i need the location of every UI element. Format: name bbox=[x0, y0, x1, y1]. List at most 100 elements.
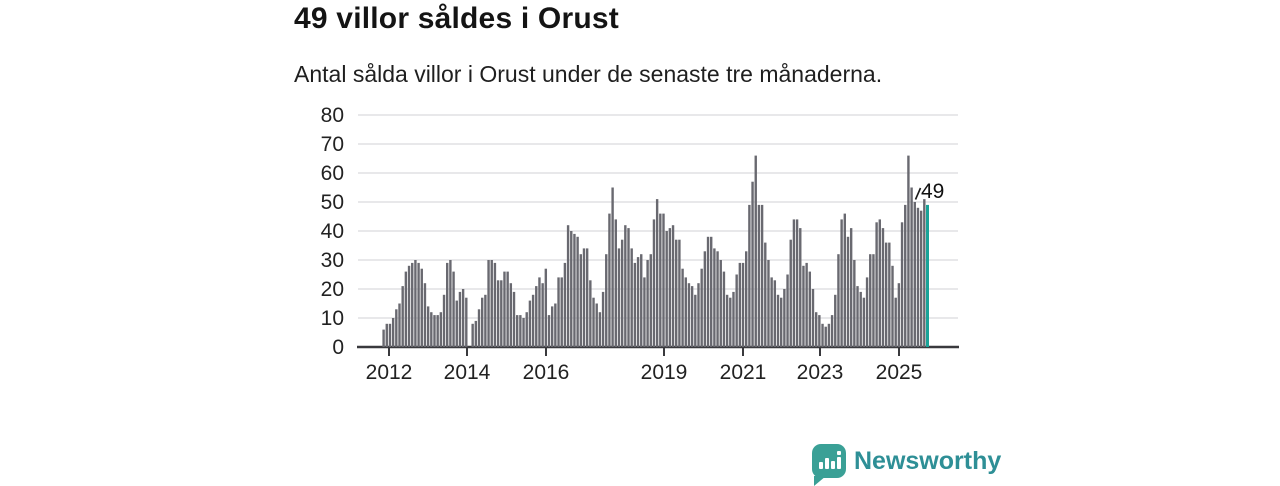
bar bbox=[859, 291, 862, 347]
bar bbox=[687, 283, 691, 347]
bar bbox=[407, 265, 411, 347]
bar bbox=[643, 277, 646, 347]
bar bbox=[865, 277, 869, 347]
newsworthy-wordmark: Newsworthy bbox=[854, 446, 1002, 475]
bar bbox=[620, 239, 624, 347]
newsworthy-logo[interactable]: Newsworthy bbox=[812, 443, 1002, 486]
x-axis-tick-label: 2012 bbox=[366, 361, 413, 384]
bar bbox=[856, 286, 859, 347]
bar bbox=[573, 233, 576, 347]
bar bbox=[538, 277, 541, 347]
bar bbox=[608, 213, 611, 347]
bar bbox=[640, 254, 643, 347]
bar bbox=[395, 309, 398, 347]
bar bbox=[411, 262, 414, 347]
bar bbox=[500, 280, 503, 347]
bar bbox=[509, 283, 513, 347]
bar bbox=[853, 260, 856, 347]
bar bbox=[461, 289, 465, 347]
bar bbox=[684, 277, 687, 347]
bar bbox=[703, 251, 707, 347]
y-axis-tick-label: 70 bbox=[321, 133, 344, 156]
bar bbox=[627, 228, 630, 347]
bar bbox=[452, 271, 455, 347]
bar bbox=[891, 265, 894, 347]
bar bbox=[391, 318, 395, 347]
x-axis-tick-label: 2023 bbox=[797, 361, 844, 384]
bar bbox=[802, 265, 805, 347]
bar bbox=[888, 242, 891, 347]
x-axis-tick-label: 2025 bbox=[876, 361, 923, 384]
y-axis-tick-label: 50 bbox=[321, 191, 344, 214]
bar bbox=[884, 242, 888, 347]
bar bbox=[818, 315, 821, 347]
bar bbox=[515, 315, 519, 347]
bar bbox=[624, 225, 627, 347]
y-axis-tick-label: 10 bbox=[321, 307, 344, 330]
bar bbox=[748, 204, 751, 347]
bar bbox=[426, 306, 430, 347]
bar bbox=[388, 323, 392, 347]
bar bbox=[668, 228, 672, 347]
x-axis-tick-label: 2021 bbox=[720, 361, 767, 384]
bar bbox=[484, 294, 487, 347]
y-axis-tick-label: 60 bbox=[321, 162, 344, 185]
y-axis-tick-label: 20 bbox=[321, 278, 344, 301]
bar bbox=[875, 222, 878, 347]
bar bbox=[665, 231, 668, 347]
bar bbox=[690, 286, 694, 347]
newsworthy-speech-bubble-bar-chart-icon bbox=[812, 444, 846, 486]
bar bbox=[557, 277, 560, 347]
bar bbox=[560, 277, 563, 347]
bar bbox=[872, 254, 875, 347]
bar bbox=[477, 309, 481, 347]
bar bbox=[649, 254, 652, 347]
bar bbox=[770, 277, 773, 347]
bar bbox=[522, 318, 525, 347]
bar bbox=[535, 286, 538, 347]
bar bbox=[519, 315, 522, 347]
bar bbox=[729, 297, 732, 347]
bar bbox=[678, 239, 681, 347]
bar bbox=[837, 254, 840, 347]
bar bbox=[576, 236, 579, 347]
bar bbox=[566, 225, 570, 347]
bar bbox=[881, 228, 885, 347]
bar bbox=[436, 315, 439, 347]
bar bbox=[776, 294, 780, 347]
y-axis-tick-label: 0 bbox=[332, 336, 344, 359]
bar bbox=[719, 260, 722, 347]
bar bbox=[757, 204, 761, 347]
bar bbox=[554, 303, 557, 347]
bar bbox=[792, 219, 796, 347]
bar bbox=[398, 303, 401, 347]
bar bbox=[799, 228, 802, 347]
bar bbox=[528, 300, 532, 347]
bar bbox=[646, 260, 649, 347]
annotation-leader-line bbox=[914, 187, 922, 200]
bar bbox=[449, 260, 452, 347]
bar bbox=[589, 280, 592, 347]
highlighted-bar bbox=[926, 204, 929, 347]
bar bbox=[760, 204, 764, 347]
bar bbox=[601, 291, 605, 347]
chart-subtitle: Antal sålda villor i Orust under de sena… bbox=[294, 61, 883, 87]
bar bbox=[779, 297, 783, 347]
bar bbox=[458, 291, 462, 347]
bar bbox=[430, 312, 433, 347]
logo-bar-2 bbox=[825, 458, 829, 469]
logo-exclamation-dot bbox=[837, 451, 841, 455]
bar bbox=[582, 248, 586, 347]
logo-bar-3 bbox=[831, 461, 835, 469]
bar bbox=[605, 254, 608, 347]
bar bbox=[710, 236, 713, 347]
bar bbox=[843, 213, 846, 347]
bar bbox=[471, 323, 474, 347]
bar bbox=[442, 294, 446, 347]
bar bbox=[595, 303, 598, 347]
chart-title: 49 villor såldes i Orust bbox=[294, 2, 619, 35]
bar bbox=[382, 329, 385, 347]
bar bbox=[659, 213, 662, 347]
bar bbox=[745, 251, 748, 347]
